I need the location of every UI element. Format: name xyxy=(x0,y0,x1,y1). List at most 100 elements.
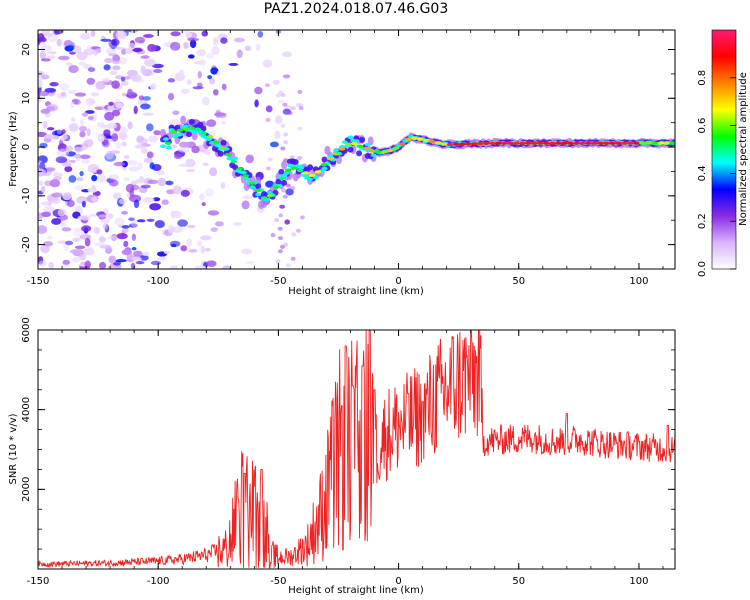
ridge-glow xyxy=(177,132,184,137)
noise-blob xyxy=(107,104,114,111)
spectrogram-xtick-label: 50 xyxy=(512,276,525,287)
noise-blob xyxy=(91,196,98,202)
ridge-core xyxy=(645,141,652,145)
noise-blob xyxy=(83,247,95,256)
noise-blob xyxy=(68,65,79,74)
noise-blob xyxy=(140,55,150,59)
ridge-core xyxy=(609,141,616,145)
ridge-core xyxy=(483,141,490,145)
noise-blob xyxy=(241,200,250,210)
noise-blob xyxy=(81,158,90,164)
ridge-glow xyxy=(281,174,288,178)
noise-blob xyxy=(63,243,70,251)
noise-blob xyxy=(119,133,128,140)
noise-blob xyxy=(67,199,75,208)
noise-blob xyxy=(59,82,70,92)
noise-blob xyxy=(197,71,202,79)
noise-blob xyxy=(282,74,291,79)
noise-blob xyxy=(290,106,296,111)
noise-blob xyxy=(136,135,144,143)
ridge-core xyxy=(603,141,610,145)
ridge-core xyxy=(477,142,484,146)
noise-blob xyxy=(121,225,130,229)
ridge-core xyxy=(164,141,171,145)
noise-blob xyxy=(120,76,126,82)
noise-blob xyxy=(43,134,56,139)
noise-blob xyxy=(298,106,304,111)
noise-blob xyxy=(38,180,44,186)
ridge-core xyxy=(230,160,238,164)
noise-blob xyxy=(149,203,162,211)
noise-blob xyxy=(128,217,135,221)
noise-blob xyxy=(142,96,151,101)
noise-blob xyxy=(196,49,207,57)
noise-blob xyxy=(103,129,111,137)
noise-blob xyxy=(287,111,293,116)
spectrogram-xtick-label: 100 xyxy=(629,276,648,287)
noise-blob xyxy=(81,112,88,117)
noise-blob xyxy=(78,252,87,261)
noise-blob xyxy=(143,157,153,163)
noise-blob xyxy=(107,265,117,269)
noise-blob xyxy=(84,260,92,269)
ridge-core xyxy=(224,153,232,157)
ridge-core xyxy=(465,142,472,146)
ridge-core xyxy=(296,168,304,173)
noise-blob xyxy=(179,69,184,77)
noise-blob xyxy=(68,123,79,132)
noise-blob xyxy=(255,43,261,52)
noise-blob xyxy=(274,218,280,223)
ridge-core xyxy=(380,150,388,154)
ridge-glow xyxy=(359,136,365,143)
colorbar-label: Normalized spectral amplitude xyxy=(738,72,749,226)
ridge-core xyxy=(615,141,622,145)
noise-blob xyxy=(113,161,126,167)
ridge-core xyxy=(519,141,526,145)
noise-blob xyxy=(257,31,264,38)
snr-xtick-label: -100 xyxy=(147,576,170,587)
noise-blob xyxy=(262,59,273,68)
noise-blob xyxy=(38,168,47,177)
noise-blob xyxy=(202,149,211,155)
noise-blob xyxy=(79,131,86,138)
noise-blob xyxy=(147,43,157,52)
noise-blob xyxy=(81,200,86,208)
noise-blob xyxy=(90,92,100,97)
noise-blob xyxy=(210,227,218,232)
noise-blob xyxy=(79,32,91,40)
noise-blob xyxy=(120,81,129,86)
snr-ylabel: SNR (10 * v/v) xyxy=(8,413,19,484)
ridge-glow xyxy=(364,142,371,147)
noise-blob xyxy=(96,169,103,175)
noise-blob xyxy=(123,240,129,248)
noise-blob xyxy=(62,162,72,168)
snr-xtick-label: -50 xyxy=(270,576,286,587)
ridge-core xyxy=(525,141,532,145)
spectrogram-xtick-label: -150 xyxy=(27,276,50,287)
noise-blob xyxy=(121,210,128,215)
noise-blob xyxy=(147,179,159,184)
ridge-glow xyxy=(298,165,305,170)
ridge-core xyxy=(170,130,177,134)
noise-blob xyxy=(213,37,220,43)
ridge-glow xyxy=(321,156,328,163)
noise-blob xyxy=(84,237,91,247)
noise-blob xyxy=(134,144,146,149)
noise-blob xyxy=(50,197,61,205)
ridge-glow xyxy=(275,178,282,185)
noise-blob xyxy=(130,220,138,228)
ridge-glow xyxy=(249,185,256,189)
noise-blob xyxy=(86,77,96,85)
ridge-core xyxy=(489,141,496,145)
colorbar-tick-label: 0.2 xyxy=(697,213,708,229)
noise-blob xyxy=(199,59,206,67)
noise-blob xyxy=(299,215,305,220)
noise-blob xyxy=(74,245,86,250)
ridge-glow xyxy=(278,168,285,175)
noise-blob xyxy=(49,82,59,87)
noise-blob xyxy=(61,227,72,232)
noise-blob xyxy=(245,261,255,264)
noise-blob xyxy=(42,120,48,129)
noise-blob xyxy=(204,247,211,252)
noise-blob xyxy=(156,256,167,261)
